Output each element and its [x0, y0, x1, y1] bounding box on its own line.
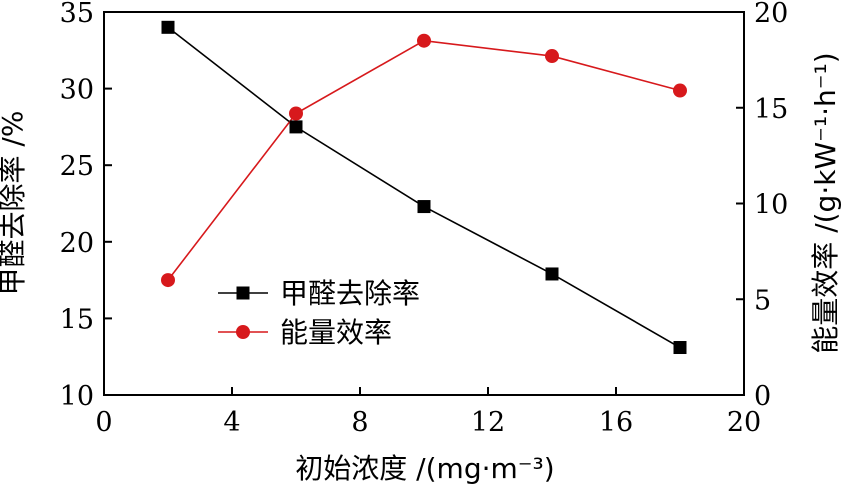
legend-marker-2	[236, 325, 250, 339]
y-left-tick-label: 10	[60, 381, 94, 412]
x-tick-label: 16	[599, 407, 633, 438]
series-line-2	[167, 39, 681, 281]
x-tick-label: 12	[471, 407, 505, 438]
ticks: 0 4 8 12 16 20 10 15 20 25 30 35 0 5 10 15 20	[60, 0, 789, 438]
y-right-tick-label: 10	[754, 190, 788, 221]
series-2-point	[161, 273, 175, 288]
y-left-tick-label: 30	[60, 75, 94, 106]
y-left-tick-label: 20	[60, 228, 94, 259]
legend-label-1: 甲醛去除率	[280, 277, 420, 310]
series-2-point	[289, 106, 303, 121]
series-2-point	[545, 49, 559, 64]
series-markers	[161, 20, 687, 355]
y-right-tick-label: 15	[754, 94, 788, 125]
series-1-point	[545, 267, 559, 281]
x-tick-label: 8	[351, 407, 368, 438]
y-left-tick-label: 15	[60, 304, 94, 335]
legend-marker-1	[236, 286, 250, 300]
x-tick-label: 20	[727, 407, 761, 438]
y-axis-left-title: 甲醛去除率 /%	[0, 111, 29, 296]
x-tick-label: 0	[95, 407, 112, 438]
y-axis-right-title: 能量效率 /(g·kW⁻¹·h⁻¹)	[809, 52, 842, 353]
series-2-point	[417, 33, 431, 48]
legend-label-2: 能量效率	[280, 316, 392, 349]
x-axis-title: 初始浓度 /(mg·m⁻³)	[295, 452, 554, 485]
y-right-tick-label: 5	[754, 285, 771, 316]
y-left-tick-label: 35	[60, 0, 94, 29]
series-1-point	[161, 20, 175, 34]
y-left-tick-label: 25	[60, 151, 94, 182]
series-1-point	[673, 341, 687, 355]
series-1-point	[289, 120, 303, 134]
y-right-tick-label: 20	[754, 0, 788, 29]
series-2-point	[673, 83, 687, 98]
series-1-point	[417, 200, 431, 214]
y-right-tick-label: 0	[754, 381, 771, 412]
x-tick-label: 4	[223, 407, 240, 438]
